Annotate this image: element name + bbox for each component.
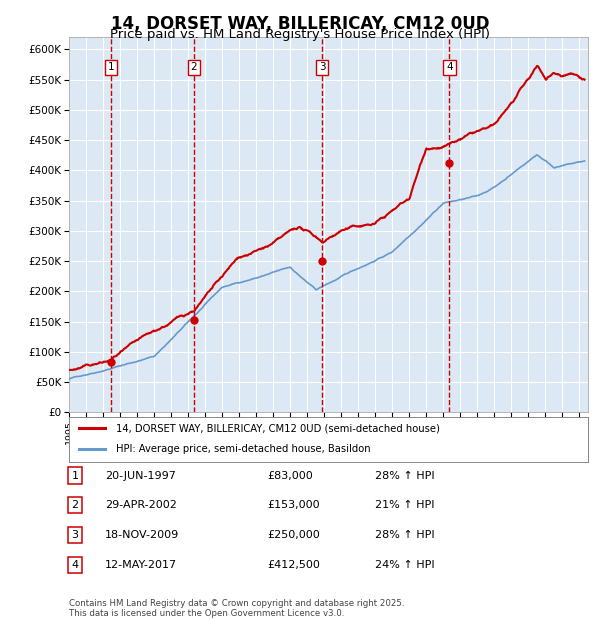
Text: £153,000: £153,000 <box>267 500 320 510</box>
Text: 24% ↑ HPI: 24% ↑ HPI <box>375 560 434 570</box>
Text: Contains HM Land Registry data © Crown copyright and database right 2025.
This d: Contains HM Land Registry data © Crown c… <box>69 599 404 618</box>
Text: 2: 2 <box>190 63 197 73</box>
Text: 12-MAY-2017: 12-MAY-2017 <box>105 560 177 570</box>
Text: 28% ↑ HPI: 28% ↑ HPI <box>375 471 434 480</box>
Text: 4: 4 <box>446 63 453 73</box>
Text: 28% ↑ HPI: 28% ↑ HPI <box>375 530 434 540</box>
Text: Price paid vs. HM Land Registry's House Price Index (HPI): Price paid vs. HM Land Registry's House … <box>110 28 490 41</box>
Text: 4: 4 <box>71 560 79 570</box>
Text: 2: 2 <box>71 500 79 510</box>
Text: HPI: Average price, semi-detached house, Basildon: HPI: Average price, semi-detached house,… <box>116 445 370 454</box>
Text: 14, DORSET WAY, BILLERICAY, CM12 0UD: 14, DORSET WAY, BILLERICAY, CM12 0UD <box>111 16 489 33</box>
Text: £83,000: £83,000 <box>267 471 313 480</box>
Text: 3: 3 <box>71 530 79 540</box>
Text: 29-APR-2002: 29-APR-2002 <box>105 500 177 510</box>
Text: 18-NOV-2009: 18-NOV-2009 <box>105 530 179 540</box>
Text: 20-JUN-1997: 20-JUN-1997 <box>105 471 176 480</box>
Text: 3: 3 <box>319 63 326 73</box>
Text: 1: 1 <box>108 63 115 73</box>
Text: 21% ↑ HPI: 21% ↑ HPI <box>375 500 434 510</box>
Text: £250,000: £250,000 <box>267 530 320 540</box>
Text: 14, DORSET WAY, BILLERICAY, CM12 0UD (semi-detached house): 14, DORSET WAY, BILLERICAY, CM12 0UD (se… <box>116 423 440 433</box>
Text: £412,500: £412,500 <box>267 560 320 570</box>
Text: 1: 1 <box>71 471 79 480</box>
